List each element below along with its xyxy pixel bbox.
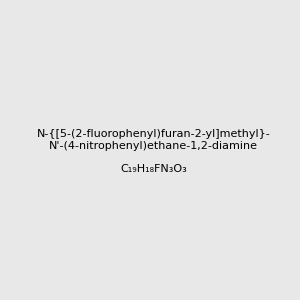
Text: N-{[5-(2-fluorophenyl)furan-2-yl]methyl}-
N'-(4-nitrophenyl)ethane-1,2-diamine

: N-{[5-(2-fluorophenyl)furan-2-yl]methyl}… [37, 129, 271, 174]
